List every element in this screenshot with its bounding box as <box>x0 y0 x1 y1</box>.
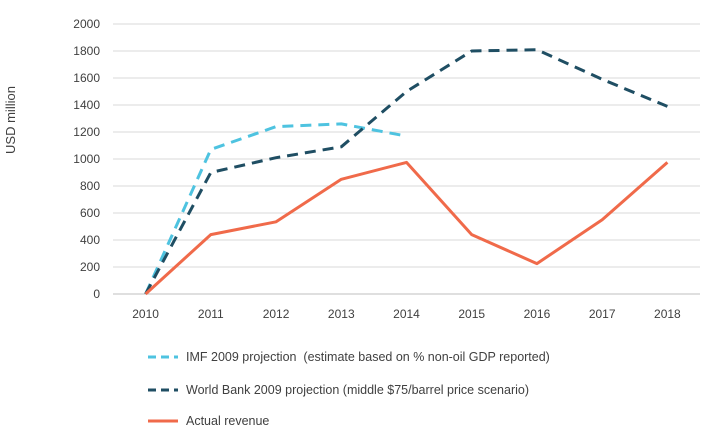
x-tick-label: 2015 <box>458 307 485 321</box>
y-tick-label: 1600 <box>73 71 100 85</box>
x-tick-label: 2010 <box>132 307 159 321</box>
y-tick-label: 1200 <box>73 125 100 139</box>
series-line-2 <box>144 48 668 295</box>
axes: 0 200 400 600 800 1000 1200 1400 1600 1800 2000 201… <box>73 17 681 321</box>
x-tick-label: 2011 <box>198 307 224 321</box>
y-tick-label: 600 <box>80 206 100 220</box>
x-tick-label: 2014 <box>393 307 420 321</box>
x-tick-label: 2013 <box>328 307 355 321</box>
x-tick-label: 2012 <box>263 307 290 321</box>
x-tick-label: 2018 <box>654 307 681 321</box>
y-axis-label: USD million <box>3 86 18 154</box>
legend-label-2: World Bank 2009 projection (middle $75/b… <box>186 383 529 397</box>
legend-label-3: Actual revenue <box>186 414 269 428</box>
series-lines <box>144 48 669 296</box>
y-tick-label: 1400 <box>73 98 100 112</box>
legend: IMF 2009 projection (estimate based on %… <box>148 350 550 428</box>
y-tick-label: 1000 <box>73 152 100 166</box>
series-line-1 <box>144 122 407 295</box>
legend-label-1: IMF 2009 projection (estimate based on %… <box>186 350 550 364</box>
x-tick-label: 2017 <box>589 307 616 321</box>
y-tick-label: 200 <box>80 260 100 274</box>
y-tick-label: 400 <box>80 233 100 247</box>
y-tick-label: 2000 <box>73 17 100 31</box>
x-tick-label: 2016 <box>524 307 551 321</box>
y-tick-label: 1800 <box>73 44 100 58</box>
y-tick-label: 800 <box>80 179 100 193</box>
series-line-3 <box>144 160 669 296</box>
y-tick-label: 0 <box>93 287 100 301</box>
gridlines <box>113 23 700 295</box>
